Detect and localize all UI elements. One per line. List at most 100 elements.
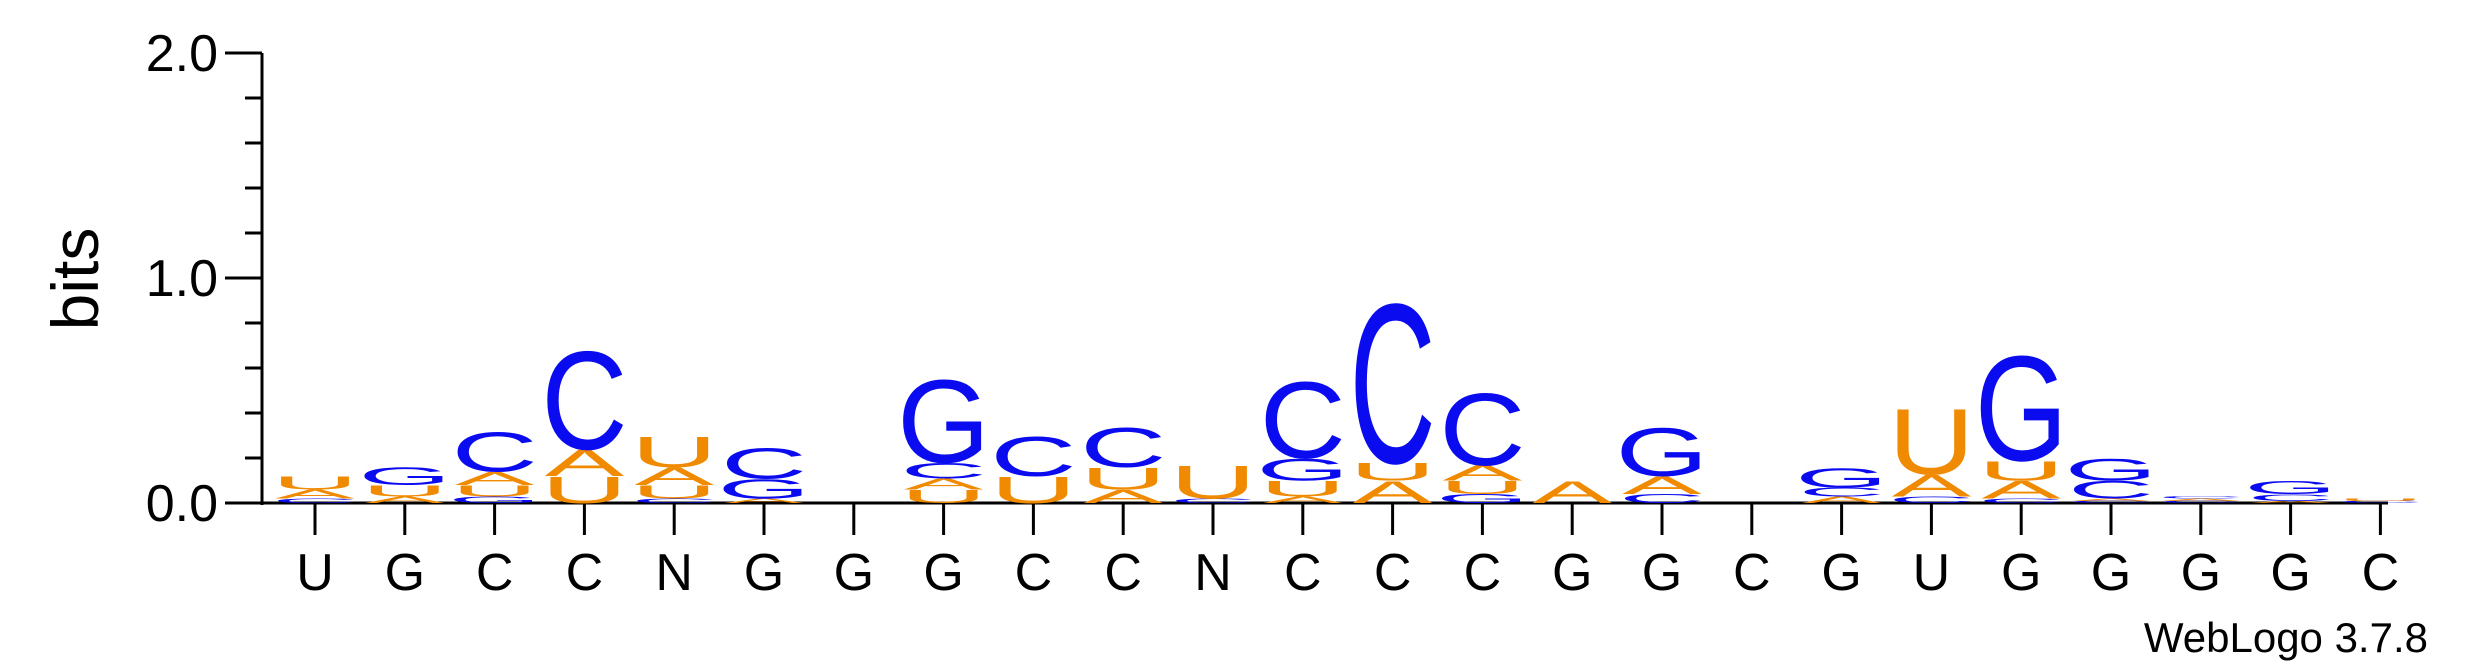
x-tick-label: G [834, 544, 874, 602]
x-tick-label: C [476, 544, 514, 602]
x-tick-label: U [1913, 544, 1951, 602]
x-tick-label: C [1284, 544, 1322, 602]
y-tick-label: 1.0 [146, 250, 218, 308]
logo-letter-a: A [1622, 472, 1702, 500]
logo-letter-a: A [545, 442, 625, 484]
x-tick-label: C [2362, 544, 2400, 602]
x-tick-label: C [1374, 544, 1412, 602]
logo-letter-g: G [1256, 452, 1349, 487]
y-tick-label: 2.0 [146, 25, 218, 83]
logo-letter-g: G [358, 463, 451, 491]
logo-letter-u: U [990, 469, 1076, 511]
y-axis: 0.0 1.0 2.0 bits [38, 25, 264, 533]
x-tick-label: G [1642, 544, 1682, 602]
logo-letter-c: C [1978, 497, 2064, 504]
logo-letter-c: C [272, 497, 358, 504]
x-tick-label: U [296, 544, 334, 602]
logo-letter-u: U [900, 486, 986, 507]
logo-letter-u: U [1260, 477, 1346, 501]
logo-letter-c: C [2158, 500, 2244, 503]
x-tick-label: G [385, 544, 425, 602]
x-tick-label: G [2270, 544, 2310, 602]
x-tick-label: G [2001, 544, 2041, 602]
logo-letter-c: C [900, 459, 986, 483]
logo-letter-a: A [455, 468, 535, 489]
logo-letter-a: A [1892, 468, 1973, 503]
logo-letter-a: A [904, 476, 984, 493]
logo-letter-a: A [2251, 500, 2332, 503]
logo-letter-c: C [2068, 500, 2154, 503]
logo-letter-u: U [272, 473, 358, 494]
x-tick-label: C [1464, 544, 1502, 602]
logo-letter-c: C [541, 322, 627, 479]
logo-letter-u: U [451, 482, 537, 499]
logo-letter-u: U [631, 428, 717, 477]
logo-letter-g: G [2244, 477, 2337, 498]
x-tick-label: G [2091, 544, 2131, 602]
x-tick-label: G [744, 544, 784, 602]
logo-letter-c: C [1798, 485, 1884, 499]
logo-letter-c: C [1349, 256, 1435, 512]
x-tick-label: N [655, 544, 693, 602]
logo-letter-g: G [1975, 324, 2068, 492]
y-tick-label: 0.0 [146, 475, 218, 533]
logo-letter-g: G [718, 473, 811, 504]
logo-letter-c: C [1619, 492, 1705, 506]
x-tick-label: C [1733, 544, 1771, 602]
logo-letter-g: G [1616, 414, 1709, 491]
logo-letter-c: C [451, 420, 537, 483]
logo-letter-a: A [1443, 461, 1524, 485]
logo-letter-u: U [362, 482, 448, 499]
logo-letter-g: G [2065, 452, 2158, 487]
logo-letter-c: C [1439, 371, 1525, 487]
logo-letter-a: A [2161, 498, 2242, 501]
logo-letter-a: A [724, 497, 805, 504]
x-tick-label: G [923, 544, 963, 602]
x-tick-label: C [1104, 544, 1142, 602]
logo-letter-c: C [1080, 416, 1166, 479]
logo-letter-c: C [1170, 497, 1256, 504]
y-axis-label: bits [38, 228, 112, 331]
logo-letter-g: G [1436, 492, 1529, 506]
x-tick-label: G [1552, 544, 1592, 602]
logo-letter-a: A [275, 487, 355, 501]
logo-letter-a: A [1263, 494, 1343, 505]
logo-letter-u: U [1349, 458, 1435, 486]
logo-letter-a: A [365, 494, 445, 505]
logo-letter-c: C [2247, 492, 2333, 503]
x-tick-label: G [1821, 544, 1861, 602]
logo-letter-u: U [541, 469, 627, 511]
logo-letter-c: C [1888, 494, 1974, 505]
logo-letter-u: U [2337, 498, 2423, 501]
logo-letter-c: C [2158, 496, 2244, 499]
x-tick-label: C [1015, 544, 1053, 602]
logo-letter-a: A [1353, 475, 1434, 510]
logo-letter-c: C [631, 497, 717, 504]
x-tick-label: N [1194, 544, 1232, 602]
logo-letter-g: G [448, 494, 541, 505]
logo-letter-c: C [1260, 360, 1346, 482]
logo-letter-c: C [721, 439, 807, 488]
logo-letter-u: U [631, 482, 717, 503]
logo-letter-a: A [1083, 486, 1163, 507]
logo-letter-c: C [2068, 476, 2154, 504]
logo-letter-u: U [1888, 389, 1974, 494]
logo-letter-u: U [1439, 477, 1525, 498]
logo-letter-a: A [2071, 498, 2152, 501]
logo-letter-u: U [1080, 461, 1166, 496]
x-tick-label: G [2181, 544, 2221, 602]
logo-letter-a: A [1802, 494, 1882, 505]
logo-letter-g: G [897, 356, 990, 489]
logo-letter-u: U [1170, 457, 1256, 509]
x-tick-label: C [566, 544, 604, 602]
logo-letter-u: U [1978, 455, 2064, 486]
logo-letter-c: C [990, 425, 1076, 488]
logo-letter-a: A [634, 463, 714, 491]
weblogo-credit: WebLogo 3.7.8 [2144, 614, 2428, 661]
logo-letter-c: C [2337, 500, 2423, 503]
logo-letter-a: A [1981, 476, 2061, 504]
logo-letter-g: G [1795, 462, 1888, 493]
